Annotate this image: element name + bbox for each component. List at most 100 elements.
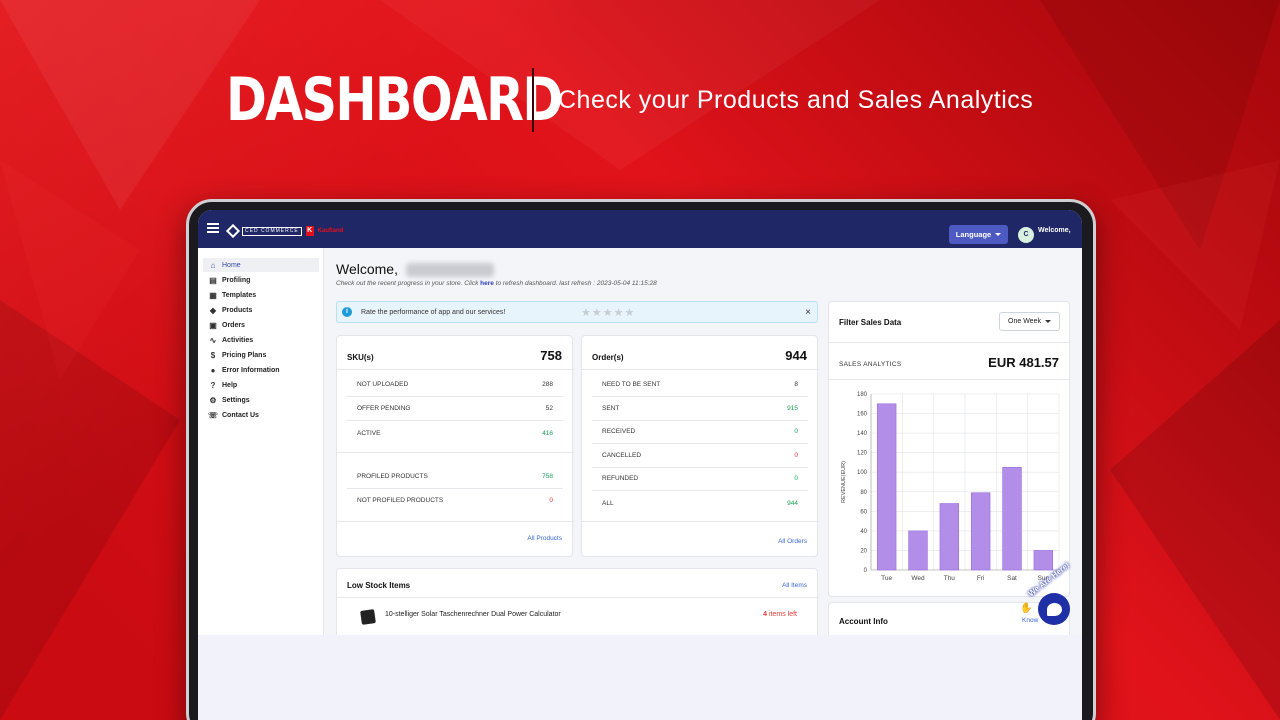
logo-mark-icon <box>225 223 241 239</box>
chat-widget[interactable]: We Are Here! ✋ <box>1016 561 1082 633</box>
language-label: Language <box>955 230 992 239</box>
x-tick-label: Fri <box>977 575 985 582</box>
divider <box>337 452 574 453</box>
orders-row-refunded[interactable]: REFUNDED 0 <box>592 467 808 491</box>
row-value: 0 <box>794 452 798 459</box>
x-tick-label: Sun <box>1038 575 1050 582</box>
bar-wed <box>908 530 928 571</box>
orders-total: 944 <box>785 348 807 363</box>
dollar-icon: $ <box>210 350 216 360</box>
sidebar-item-contact-us[interactable]: ☏ Contact Us <box>203 408 319 422</box>
row-value: 52 <box>545 405 553 412</box>
sku-row-active[interactable]: ACTIVE 416 <box>347 421 563 445</box>
row-label: REFUNDED <box>602 475 639 482</box>
sku-card: SKU(s) 758 NOT UPLOADED 288 OFFER PENDIN… <box>336 335 574 557</box>
refresh-hint-suffix: to refresh dashboard. last refresh : 202… <box>493 280 657 287</box>
row-label: OFFER PENDING <box>357 405 411 412</box>
low-stock-item-count: 4 items left <box>763 611 797 618</box>
bar-thu <box>939 503 960 571</box>
row-label: NOT UPLOADED <box>357 381 409 388</box>
info-icon: ● <box>210 365 216 375</box>
sidebar-item-pricing-plans[interactable]: $ Pricing Plans <box>203 348 319 362</box>
row-value: 944 <box>787 499 798 507</box>
sidebar-item-home[interactable]: ⌂ Home <box>203 258 319 272</box>
language-dropdown[interactable]: Language <box>949 225 1008 244</box>
hero-subtitle: Check your Products and Sales Analytics <box>558 86 1034 114</box>
divider <box>829 342 1071 343</box>
sidebar-item-products[interactable]: ◆ Products <box>203 303 319 317</box>
sales-analytics-value: EUR 481.57 <box>988 355 1059 370</box>
blurred-username <box>406 263 494 277</box>
y-axis-label: REVENUE(EUR) <box>841 461 847 503</box>
sku-row-offer-pending[interactable]: OFFER PENDING 52 <box>347 397 563 421</box>
sidebar-item-label: Pricing Plans <box>222 351 267 359</box>
divider <box>582 369 819 370</box>
welcome-user-label[interactable]: Welcome, <box>1038 227 1071 234</box>
refresh-link[interactable]: here <box>480 280 494 287</box>
low-stock-item-name[interactable]: 10-stelliger Solar Taschenrechner Dual P… <box>385 611 561 618</box>
all-orders-link[interactable]: All Orders <box>778 538 807 545</box>
filter-sales-title: Filter Sales Data <box>839 318 902 327</box>
all-products-link[interactable]: All Products <box>527 535 562 542</box>
orders-row-sent[interactable]: SENT 915 <box>592 397 808 421</box>
info-icon: i <box>342 307 352 317</box>
hero-title: DASHBOARD <box>226 65 563 135</box>
row-value: 288 <box>542 381 553 388</box>
sku-card-title: SKU(s) <box>347 353 374 362</box>
sidebar-item-error-information[interactable]: ● Error Information <box>203 363 319 377</box>
chevron-down-icon <box>995 233 1002 236</box>
orders-row-all[interactable]: ALL 944 <box>592 491 808 515</box>
range-label: One Week <box>1008 318 1041 325</box>
orders-row-received[interactable]: RECEIVED 0 <box>592 420 808 444</box>
row-value: 758 <box>542 473 553 480</box>
range-dropdown[interactable]: One Week <box>999 312 1060 331</box>
sku-row-not-profiled[interactable]: NOT PROFILED PRODUCTS 0 <box>347 488 563 512</box>
sidebar-item-label: Help <box>222 381 238 389</box>
sidebar-item-help[interactable]: ? Help <box>203 378 319 392</box>
avatar[interactable]: C <box>1018 227 1034 243</box>
app-screen: CED COMMERCE K Kaufland Language C Welco… <box>198 210 1082 720</box>
sidebar-item-activities[interactable]: ∿ Activities <box>203 333 319 347</box>
y-tick-label: 140 <box>857 431 868 437</box>
row-value: 0 <box>549 496 553 504</box>
sidebar-item-profiling[interactable]: ▤ Profiling <box>203 273 319 287</box>
row-value: 8 <box>794 381 798 388</box>
waving-hand-icon: ✋ <box>1020 603 1033 614</box>
orders-card-title: Order(s) <box>592 353 624 362</box>
y-tick-label: 120 <box>857 451 868 457</box>
sidebar-item-settings[interactable]: ⚙ Settings <box>203 393 319 407</box>
know-link[interactable]: Know <box>1022 617 1039 624</box>
row-value: 0 <box>794 475 798 482</box>
sidebar-item-label: Home <box>222 261 241 269</box>
all-items-link[interactable]: All Items <box>782 582 807 589</box>
rating-text: Rate the performance of app and our serv… <box>361 309 506 316</box>
app-logo[interactable]: CED COMMERCE K Kaufland <box>225 223 343 239</box>
hamburger-menu-icon[interactable] <box>207 223 219 233</box>
sidebar-item-templates[interactable]: ▦ Templates <box>203 288 319 302</box>
orders-row-cancelled[interactable]: CANCELLED 0 <box>592 444 808 468</box>
account-info-title: Account Info <box>839 617 888 626</box>
orders-card: Order(s) 944 NEED TO BE SENT 8 SENT 915 … <box>581 335 819 557</box>
bar-sun <box>1033 550 1054 571</box>
sku-row-not-uploaded[interactable]: NOT UPLOADED 288 <box>347 373 563 397</box>
orders-row-need-to-be-sent[interactable]: NEED TO BE SENT 8 <box>592 373 808 397</box>
row-label: NOT PROFILED PRODUCTS <box>357 496 444 504</box>
bar-tue <box>876 403 897 571</box>
bar-sat <box>1002 467 1022 571</box>
row-label: PROFILED PRODUCTS <box>357 473 428 480</box>
divider <box>582 521 819 522</box>
close-icon[interactable]: × <box>805 307 811 318</box>
row-label: NEED TO BE SENT <box>602 381 661 388</box>
x-tick-label: Thu <box>944 575 956 582</box>
sidebar-item-orders[interactable]: ▣ Orders <box>203 318 319 332</box>
rating-stars[interactable]: ★★★★★ <box>581 307 636 319</box>
chat-button[interactable] <box>1038 593 1070 625</box>
chat-bubble-icon <box>1046 602 1062 616</box>
y-tick-label: 40 <box>860 529 867 535</box>
activity-icon: ∿ <box>209 335 217 345</box>
sku-row-profiled[interactable]: PROFILED PRODUCTS 758 <box>347 465 563 489</box>
divider <box>337 597 819 598</box>
row-label: SENT <box>602 405 620 412</box>
refresh-hint: Check out the recent progress in your st… <box>336 280 657 287</box>
y-tick-label: 180 <box>857 392 868 398</box>
